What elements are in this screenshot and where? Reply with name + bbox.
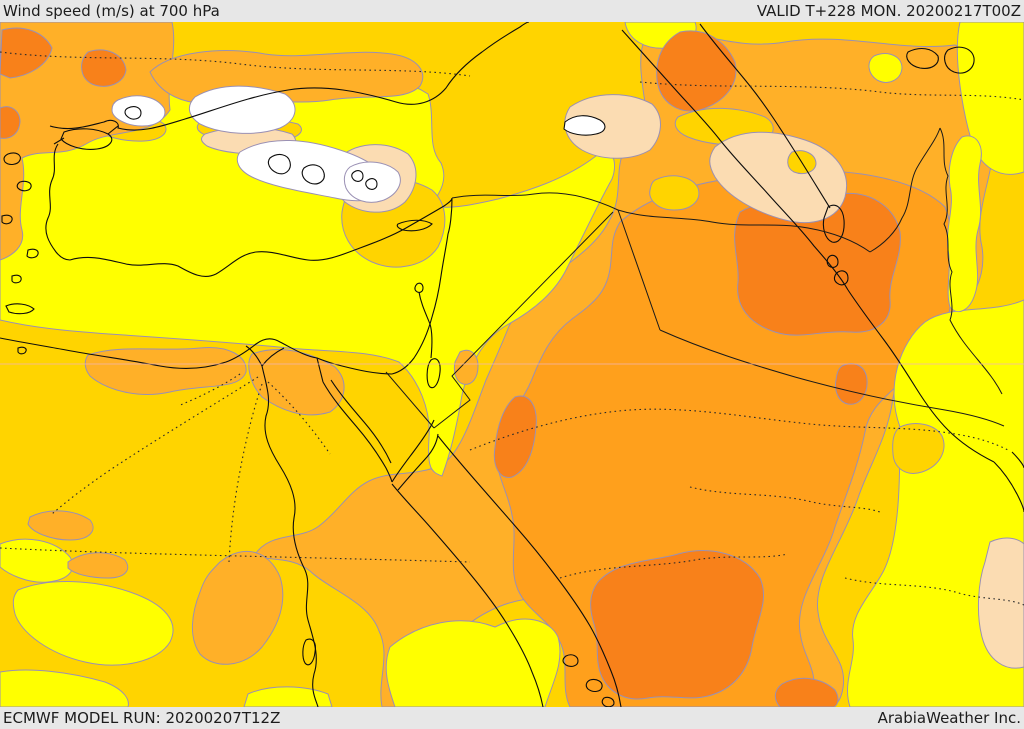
- jordan-river: [418, 291, 433, 359]
- wind-speed-map: [0, 22, 1024, 707]
- map-header-bar: Wind speed (m/s) at 700 hPa VALID T+228 …: [0, 0, 1024, 22]
- red-sea-islands: [562, 654, 615, 707]
- suez-canal: [316, 357, 324, 383]
- nw-turkey-lake: [124, 106, 142, 120]
- strong-orange-cores: [0, 27, 901, 707]
- euphrates-river: [621, 29, 849, 291]
- turkish-lake-2: [301, 164, 325, 185]
- map-title: Wind speed (m/s) at 700 hPa: [3, 2, 220, 20]
- jordan-borders: [433, 211, 614, 429]
- egypt-track-2: [228, 383, 263, 563]
- egypt-track-1: [51, 376, 259, 515]
- iraq-saudi-border: [659, 329, 1005, 427]
- turkish-lake-1: [267, 153, 291, 175]
- model-run-label: ECMWF MODEL RUN: 20200207T12Z: [3, 709, 281, 727]
- black-sea-coast: [49, 22, 530, 131]
- tigris-river: [699, 23, 831, 209]
- egypt-israel-border: [385, 371, 435, 429]
- shatt-al-arab: [847, 289, 995, 463]
- red-sea-west-coast: [391, 483, 544, 707]
- graticule-north-dotted: [0, 51, 471, 77]
- country-borders: [385, 127, 1005, 429]
- dotted-borders: [0, 51, 1024, 606]
- south-turkey-coast: [69, 197, 453, 277]
- map-canvas: [0, 22, 1024, 707]
- iran-border: [939, 127, 1003, 395]
- egypt-sudan-border: [0, 547, 471, 563]
- credit-label: ArabiaWeather Inc.: [877, 709, 1021, 727]
- coastlines: [0, 22, 1024, 707]
- marmara-sea: [60, 128, 113, 150]
- syria-iraq-border: [617, 209, 661, 331]
- gulf-of-aqaba: [391, 419, 439, 491]
- egypt-track-4: [177, 373, 241, 407]
- orange-patches: [0, 22, 479, 665]
- tuz-lake: [563, 115, 606, 136]
- saudi-track-1: [559, 553, 789, 579]
- gulf-of-suez: [322, 379, 393, 483]
- turkey-iraq-border: [869, 127, 941, 253]
- valid-time-label: VALID T+228 MON. 20200217T00Z: [756, 2, 1021, 20]
- red-sea-east-coast: [437, 435, 622, 707]
- map-footer-bar: ECMWF MODEL RUN: 20200207T12Z ArabiaWeat…: [0, 707, 1024, 729]
- cyprus-island: [396, 219, 433, 232]
- saudi-iraq-dotted: [469, 408, 1009, 451]
- aegean-islands: [1, 152, 39, 355]
- egypt-coast: [0, 337, 393, 375]
- egypt-track-3: [267, 381, 331, 455]
- turkish-lake-3: [351, 170, 378, 190]
- lake-urmia: [944, 46, 975, 74]
- lake-nasser: [302, 638, 316, 666]
- lake-van: [906, 47, 939, 69]
- sea-of-galilee: [414, 282, 424, 293]
- saudi-track-3: [689, 486, 881, 513]
- levant-coast: [391, 197, 453, 375]
- contour-regions: [0, 22, 1024, 707]
- dead-sea: [426, 358, 441, 389]
- turkey-syria-border: [451, 192, 871, 253]
- bosporus: [53, 125, 119, 145]
- nile-river: [261, 365, 319, 707]
- inland-lakes: [124, 106, 606, 190]
- aegean-coast: [45, 143, 71, 261]
